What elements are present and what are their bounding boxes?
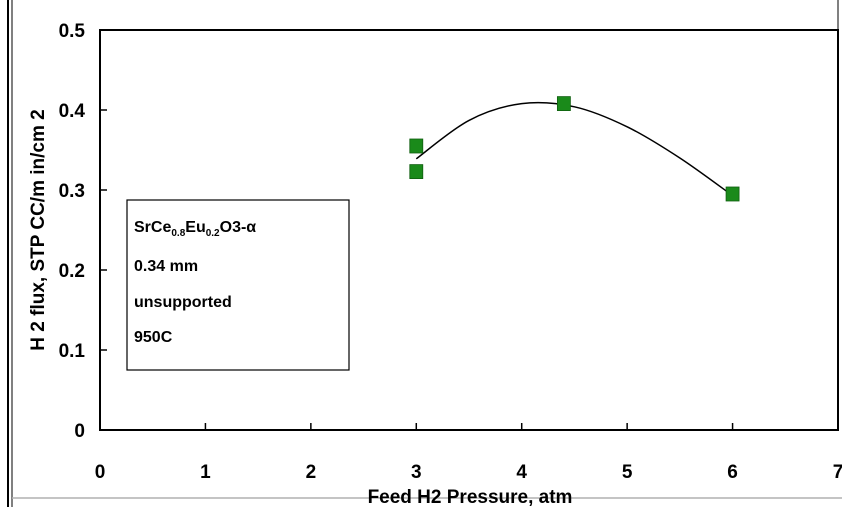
x-tick-label: 3 xyxy=(411,462,422,483)
y-tick-label: 0 xyxy=(74,421,85,442)
x-tick-label: 7 xyxy=(833,462,842,483)
formula-sub2: 0.2 xyxy=(206,228,220,239)
data-point-marker xyxy=(556,96,571,111)
y-tick-label: 0.2 xyxy=(59,261,85,282)
formula-base2: Eu xyxy=(185,219,205,236)
annotation-line-support: unsupported xyxy=(134,294,232,311)
data-point-marker xyxy=(725,186,740,202)
data-point-marker xyxy=(409,138,424,154)
x-tick-label: 1 xyxy=(200,462,211,483)
y-tick-label: 0.5 xyxy=(59,21,86,42)
x-axis-title: Feed H2 Pressure, atm xyxy=(368,487,573,507)
y-tick-label: 0.4 xyxy=(59,101,86,122)
y-tick-label: 0.1 xyxy=(59,341,86,362)
formula-tail: O3-α xyxy=(220,219,257,236)
annotation-box: SrCe0.8Eu0.2O3-α 0.34 mm unsupported 950… xyxy=(126,199,350,371)
x-tick-label: 5 xyxy=(622,462,633,483)
annotation-frame xyxy=(126,199,350,371)
trendline xyxy=(415,101,734,197)
annotation-line-thickness: 0.34 mm xyxy=(134,258,198,275)
annotation-line-temperature: 950C xyxy=(134,329,173,346)
x-tick-label: 4 xyxy=(516,462,527,483)
x-tick-label: 0 xyxy=(95,462,106,483)
x-tick-label: 2 xyxy=(306,462,317,483)
y-tick-label: 0.3 xyxy=(59,181,85,202)
formula-sub1: 0.8 xyxy=(171,228,185,239)
y-axis: 0 0.1 0.2 0.3 0.4 0.5 xyxy=(59,21,107,442)
data-markers xyxy=(409,96,740,202)
formula-base1: SrCe xyxy=(134,219,171,236)
x-tick-label: 6 xyxy=(727,462,738,483)
x-axis: 0 1 2 3 4 5 6 7 xyxy=(95,423,842,483)
annotation-formula: SrCe0.8Eu0.2O3-α xyxy=(134,219,256,239)
data-point-marker xyxy=(409,164,424,180)
y-axis-title: H 2 flux, STP CC/m in/cm 2 xyxy=(28,109,49,350)
